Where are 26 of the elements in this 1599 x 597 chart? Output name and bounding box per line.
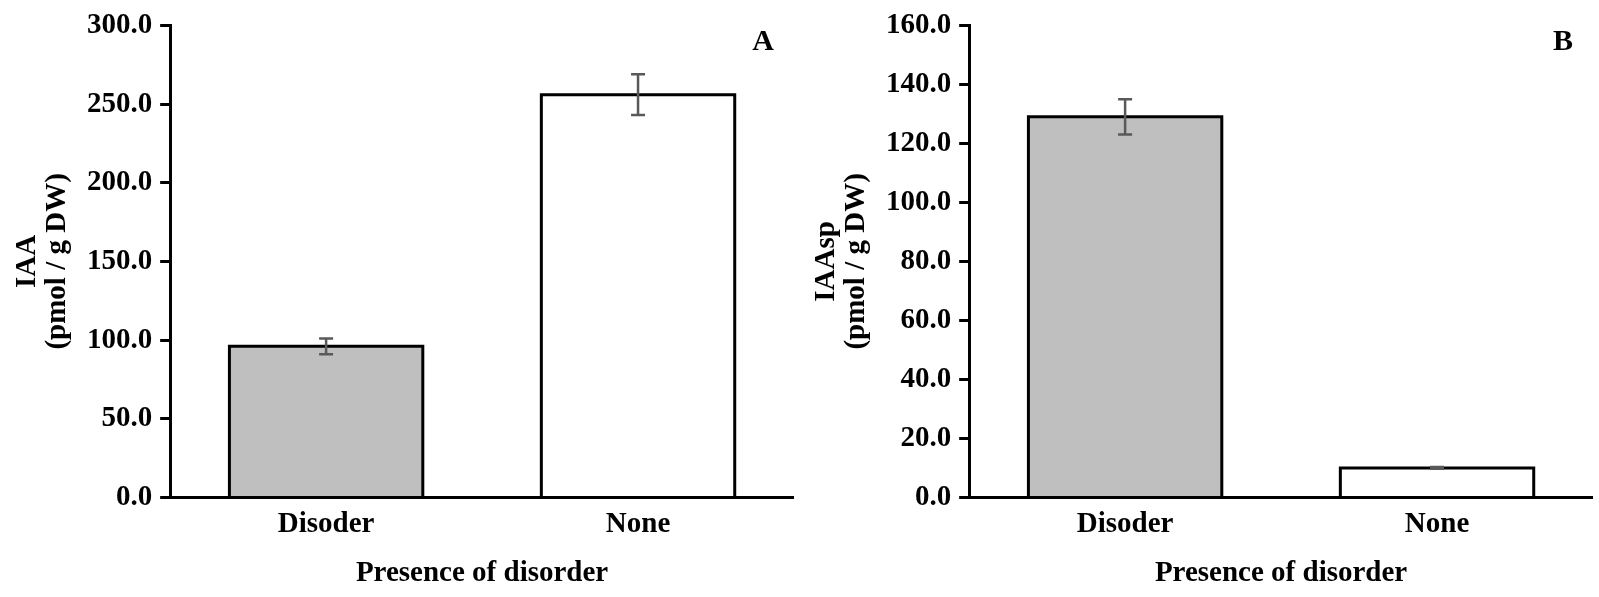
x-tick-label: None [1404, 506, 1470, 539]
y-tick-label: 300.0 [86, 6, 153, 39]
y-tick-label: 0.0 [115, 478, 153, 511]
x-tick-label: Disoder [277, 506, 375, 539]
x-tick-label: None [605, 506, 671, 539]
y-tick-label: 0.0 [914, 478, 952, 511]
y-tick-label: 160.0 [885, 6, 952, 39]
y-tick-label: 100.0 [885, 183, 952, 216]
y-tick-label: 250.0 [86, 85, 153, 118]
x-axis-title: Presence of disorder [1154, 555, 1408, 588]
x-tick-label: Disoder [1076, 506, 1174, 539]
y-tick-label: 50.0 [101, 400, 153, 433]
y-axis-title: IAAsp (pmol / g DW) [807, 173, 872, 350]
y-tick-label: 140.0 [885, 65, 952, 98]
annotation: A [752, 23, 775, 57]
y-tick-label: 80.0 [900, 242, 952, 275]
y-tick-label: 150.0 [86, 242, 153, 275]
y-tick-label: 60.0 [900, 301, 952, 334]
y-tick-label: 200.0 [86, 164, 153, 197]
y-axis-title: IAA (pmol / g DW) [8, 173, 73, 350]
annotation: B [1552, 23, 1573, 57]
y-tick-label: 120.0 [885, 124, 952, 157]
y-tick-label: 40.0 [900, 360, 952, 393]
x-axis-title: Presence of disorder [355, 555, 609, 588]
y-tick-label: 100.0 [86, 321, 153, 354]
y-tick-label: 20.0 [900, 419, 952, 452]
